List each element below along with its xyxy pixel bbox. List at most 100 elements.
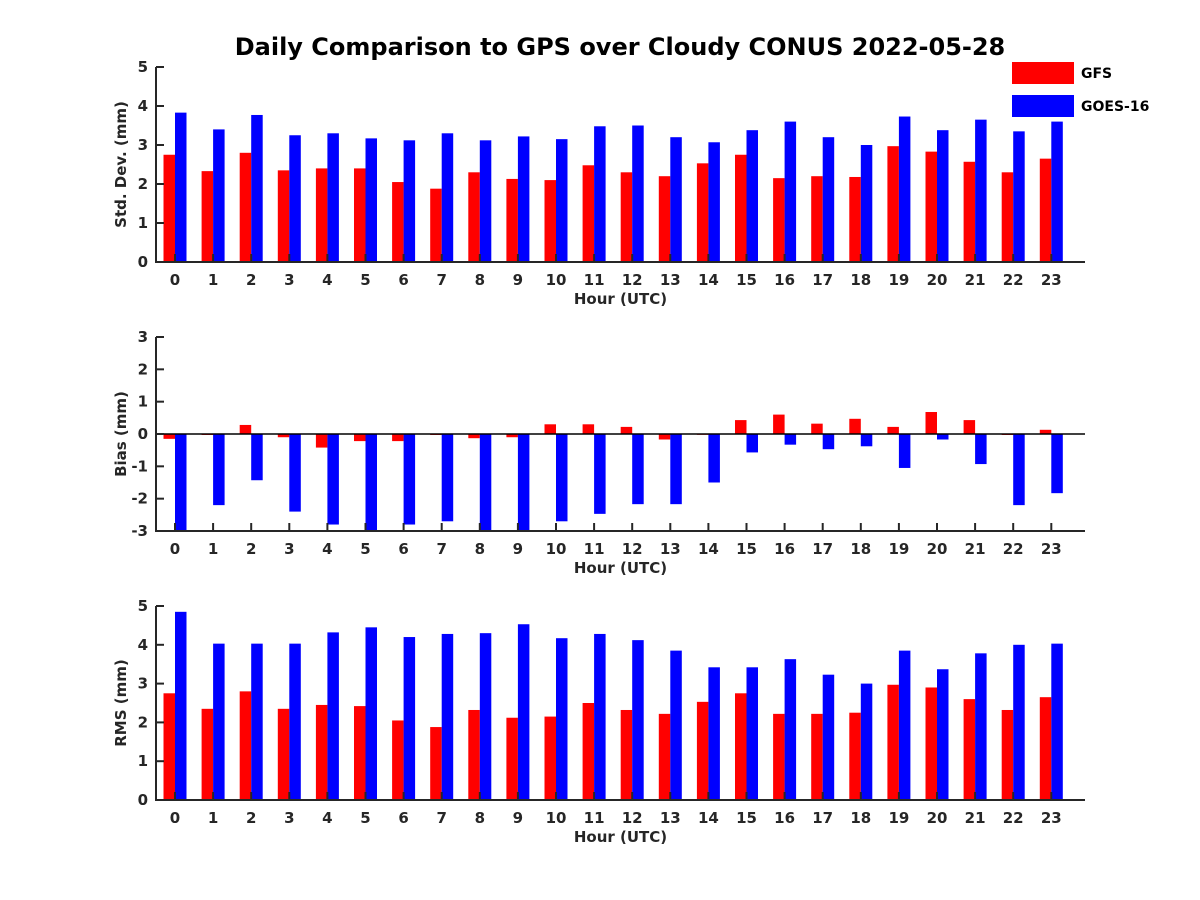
- rms-x-tick-label: 15: [736, 809, 757, 827]
- std-dev-bar-goes16-hour-11: [594, 126, 606, 262]
- rms-x-tick-label: 22: [1003, 809, 1024, 827]
- std-dev-bar-gfs-hour-0: [163, 154, 175, 262]
- std-dev-y-tick-label: 4: [138, 97, 148, 115]
- bias-bar-goes16-hour-0: [175, 434, 187, 531]
- rms-bar-goes16-hour-13: [670, 650, 682, 800]
- rms-bar-gfs-hour-17: [811, 713, 823, 800]
- rms-bar-gfs-hour-6: [392, 720, 404, 800]
- bias-x-tick-label: 7: [436, 540, 446, 558]
- rms-bar-goes16-hour-5: [365, 627, 377, 800]
- bias-x-axis-label: Hour (UTC): [574, 559, 667, 577]
- bias-bar-goes16-hour-2: [251, 434, 263, 481]
- rms-bar-goes16-hour-14: [708, 667, 720, 800]
- bias-bar-goes16-hour-21: [975, 434, 987, 465]
- bias-x-tick-label: 13: [660, 540, 681, 558]
- std-dev-bar-goes16-hour-13: [670, 137, 682, 262]
- std-dev-bar-goes16-hour-10: [556, 139, 568, 262]
- rms-bar-goes16-hour-10: [556, 638, 568, 800]
- bias-x-tick-label: 17: [812, 540, 833, 558]
- bias-bar-goes16-hour-13: [670, 434, 682, 505]
- rms-bar-goes16-hour-0: [175, 611, 187, 800]
- bias-bar-gfs-hour-16: [773, 414, 785, 434]
- rms-x-tick-label: 21: [965, 809, 986, 827]
- std-dev-bar-goes16-hour-22: [1013, 131, 1025, 262]
- std-dev-bar-goes16-hour-17: [822, 137, 835, 262]
- rms-bar-gfs-hour-15: [735, 693, 747, 800]
- std-dev-x-tick-label: 15: [736, 271, 757, 289]
- rms-bar-gfs-hour-9: [506, 717, 518, 800]
- rms-x-tick-label: 2: [246, 809, 256, 827]
- rms-x-tick-label: 12: [622, 809, 643, 827]
- rms-x-tick-label: 1: [208, 809, 218, 827]
- rms-bar-gfs-hour-10: [544, 716, 556, 800]
- rms-x-tick-label: 13: [660, 809, 681, 827]
- std-dev-bar-goes16-hour-21: [975, 119, 987, 263]
- rms-bar-gfs-hour-5: [354, 706, 366, 800]
- rms-y-tick-label: 3: [138, 675, 148, 693]
- rms-x-tick-label: 17: [812, 809, 833, 827]
- std-dev-bar-goes16-hour-3: [289, 135, 301, 262]
- std-dev-x-tick-label: 16: [774, 271, 795, 289]
- std-dev-bar-goes16-hour-14: [708, 142, 720, 262]
- std-dev-bar-goes16-hour-1: [213, 129, 225, 262]
- bias-bar-gfs-hour-3: [277, 434, 290, 438]
- std-dev-bar-gfs-hour-20: [925, 151, 937, 262]
- rms-bar-gfs-hour-19: [887, 684, 899, 800]
- rms-x-tick-label: 6: [398, 809, 408, 827]
- std-dev-x-tick-label: 3: [284, 271, 294, 289]
- bias-bar-gfs-hour-15: [735, 420, 747, 434]
- rms-x-tick-label: 19: [888, 809, 909, 827]
- bias-bar-goes16-hour-20: [937, 434, 949, 440]
- bias-bar-goes16-hour-15: [746, 434, 758, 453]
- rms-bar-goes16-hour-8: [479, 633, 492, 800]
- std-dev-bar-goes16-hour-12: [632, 125, 644, 262]
- bias-bar-goes16-hour-17: [822, 434, 835, 450]
- std-dev-bar-gfs-hour-13: [658, 176, 671, 262]
- rms-bar-gfs-hour-8: [468, 709, 480, 800]
- rms-bar-goes16-hour-17: [822, 674, 835, 800]
- bias-x-tick-label: 16: [774, 540, 795, 558]
- rms-x-tick-label: 3: [284, 809, 294, 827]
- rms-x-tick-label: 11: [584, 809, 605, 827]
- legend-swatch-goes16: [1012, 95, 1074, 117]
- std-dev-bar-gfs-hour-19: [887, 146, 899, 262]
- rms-bar-goes16-hour-21: [975, 653, 987, 800]
- std-dev-bar-gfs-hour-23: [1039, 158, 1052, 262]
- rms-bar-gfs-hour-12: [620, 709, 633, 800]
- rms-bar-gfs-hour-2: [239, 691, 252, 800]
- std-dev-bar-goes16-hour-18: [860, 145, 873, 262]
- legend-label-gfs: GFS: [1081, 66, 1112, 82]
- std-dev-bar-gfs-hour-10: [544, 180, 556, 262]
- std-dev-bar-goes16-hour-19: [898, 116, 911, 262]
- std-dev-bar-gfs-hour-2: [239, 152, 252, 262]
- std-dev-bar-gfs-hour-9: [506, 178, 518, 262]
- bias-x-tick-label: 23: [1041, 540, 1062, 558]
- std-dev-x-tick-label: 5: [360, 271, 370, 289]
- std-dev-y-tick-label: 3: [138, 136, 148, 154]
- bias-x-tick-label: 1: [208, 540, 218, 558]
- std-dev-bar-goes16-hour-4: [327, 133, 339, 262]
- rms-x-axis-label: Hour (UTC): [574, 828, 667, 846]
- std-dev-x-tick-label: 18: [850, 271, 871, 289]
- bias-bar-goes16-hour-1: [213, 434, 225, 506]
- rms-bar-goes16-hour-18: [860, 683, 873, 800]
- rms-bar-gfs-hour-11: [582, 703, 595, 800]
- std-dev-x-tick-label: 22: [1003, 271, 1024, 289]
- std-dev-y-axis-label: Std. Dev. (mm): [112, 101, 130, 228]
- std-dev-y-tick-label: 1: [138, 214, 148, 232]
- rms-bar-goes16-hour-2: [251, 643, 263, 800]
- bias-bar-gfs-hour-17: [811, 423, 823, 434]
- bias-bar-gfs-hour-2: [239, 424, 252, 434]
- bias-y-tick-label: -3: [131, 522, 148, 540]
- std-dev-bar-gfs-hour-15: [735, 154, 747, 262]
- std-dev-x-tick-label: 19: [888, 271, 909, 289]
- bias-bar-gfs-hour-9: [506, 434, 518, 438]
- rms-bar-goes16-hour-16: [784, 659, 797, 800]
- rms-bar-goes16-hour-11: [594, 633, 606, 800]
- rms-y-tick-label: 0: [138, 791, 148, 809]
- legend-label-goes16: GOES-16: [1081, 99, 1149, 115]
- bias-bar-gfs-hour-13: [658, 434, 671, 440]
- rms-y-tick-label: 5: [138, 597, 148, 615]
- std-dev-bar-gfs-hour-16: [773, 178, 785, 262]
